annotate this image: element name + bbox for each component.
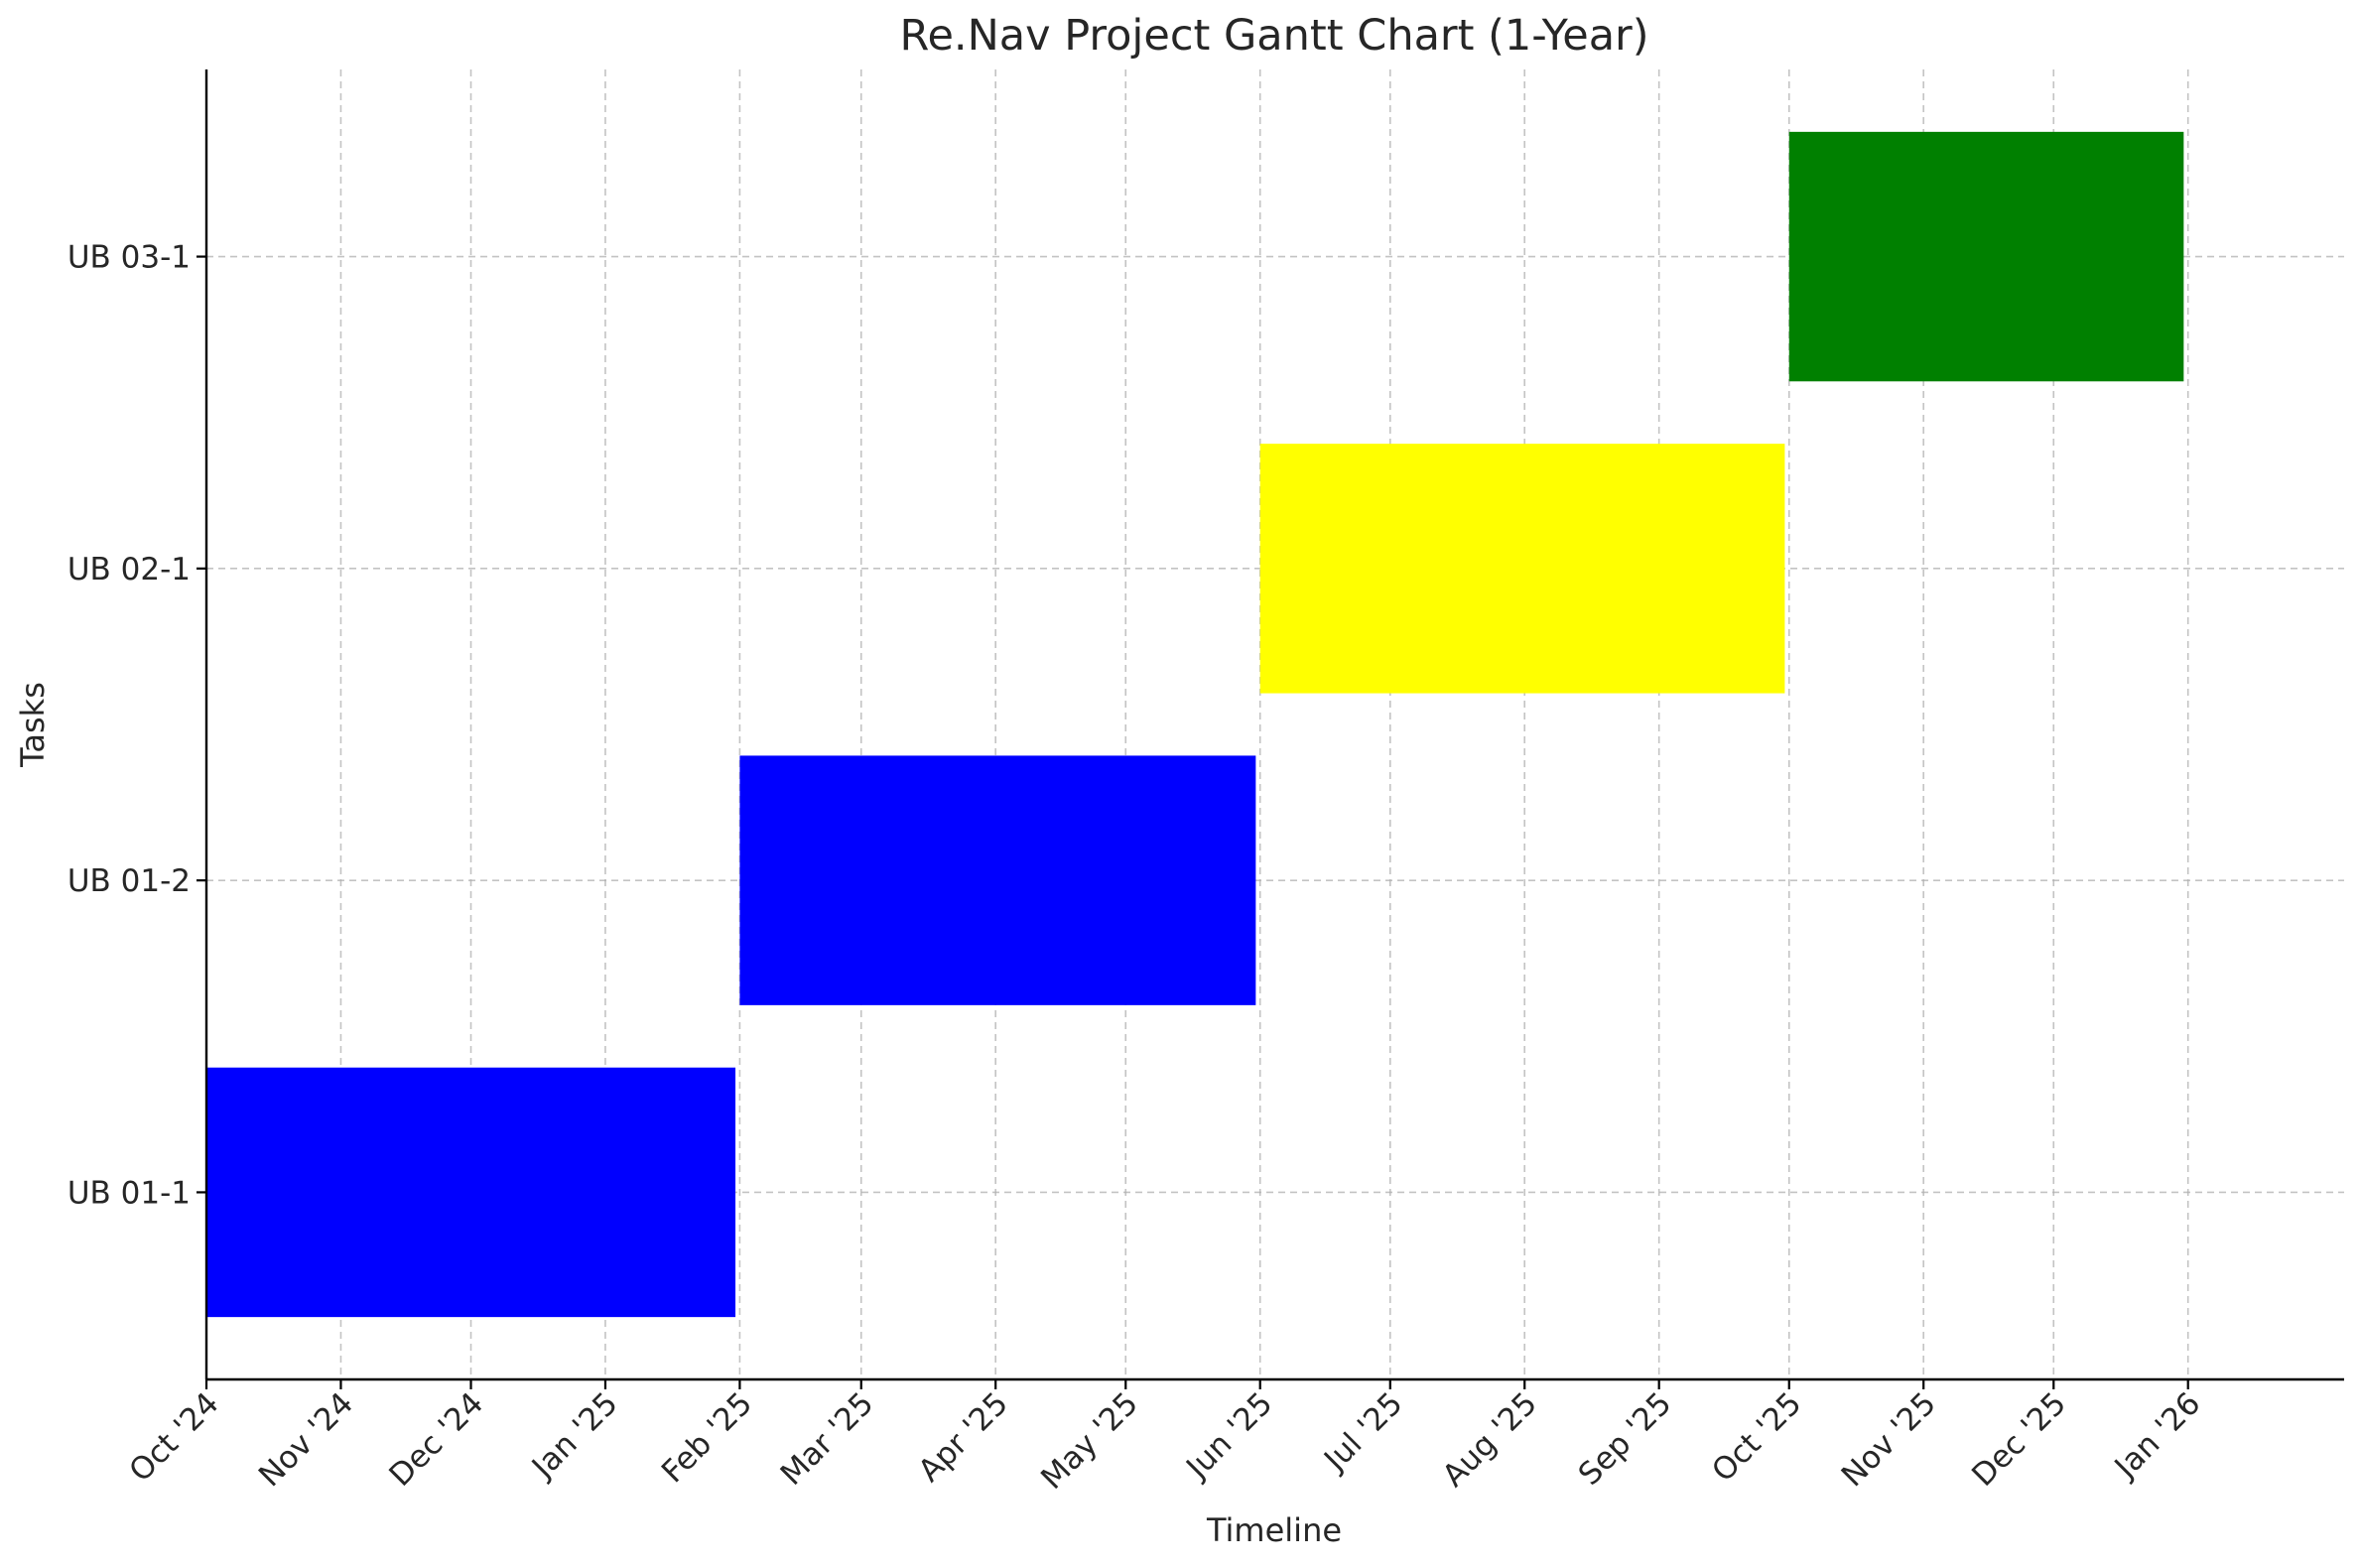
y-tick-label: UB 02-1 bbox=[67, 552, 191, 588]
task-bar-ub-02-1 bbox=[1259, 444, 1785, 694]
x-tick-label: Oct '24 bbox=[122, 1385, 225, 1489]
x-axis-ticks: Oct '24 Nov '24 Dec '24 Jan '25 Feb '25 Mar '… bbox=[122, 1379, 2207, 1497]
x-tick-label: Mar '25 bbox=[774, 1385, 881, 1493]
x-tick-label: Jun '25 bbox=[1178, 1385, 1279, 1487]
chart-title: Re.Nav Project Gantt Chart (1-Year) bbox=[900, 11, 1649, 61]
y-axis-ticks: UB 01-1 UB 01-2 UB 02-1 UB 03-1 bbox=[67, 240, 206, 1211]
y-tick-label: UB 01-1 bbox=[67, 1175, 191, 1211]
x-tick-label: May '25 bbox=[1034, 1385, 1145, 1497]
x-tick-label: Jan '26 bbox=[2107, 1385, 2208, 1487]
y-tick-label: UB 01-2 bbox=[67, 863, 191, 899]
task-bar-ub-01-1 bbox=[206, 1067, 736, 1318]
x-tick-label: Oct '25 bbox=[1705, 1385, 1808, 1489]
x-tick-label: Aug '25 bbox=[1436, 1385, 1544, 1494]
task-bar-ub-01-2 bbox=[739, 755, 1256, 1005]
x-tick-label: Jan '25 bbox=[524, 1385, 625, 1487]
x-tick-label: Dec '24 bbox=[382, 1385, 490, 1494]
task-bar-ub-03-1 bbox=[1788, 131, 2184, 382]
x-axis-label: Timeline bbox=[1206, 1511, 1342, 1549]
x-tick-label: Nov '24 bbox=[252, 1385, 360, 1494]
x-tick-label: Feb '25 bbox=[655, 1385, 759, 1490]
x-tick-label: Dec '25 bbox=[1965, 1385, 2073, 1494]
y-axis-label: Tasks bbox=[14, 682, 52, 768]
x-tick-label: Nov '25 bbox=[1835, 1385, 1943, 1494]
task-bars bbox=[206, 131, 2184, 1318]
x-tick-label: Apr '25 bbox=[912, 1385, 1015, 1489]
x-tick-label: Jul '25 bbox=[1316, 1385, 1409, 1479]
y-tick-label: UB 03-1 bbox=[67, 240, 191, 276]
axes bbox=[204, 69, 2344, 1381]
x-tick-label: Sep '25 bbox=[1572, 1385, 1679, 1493]
